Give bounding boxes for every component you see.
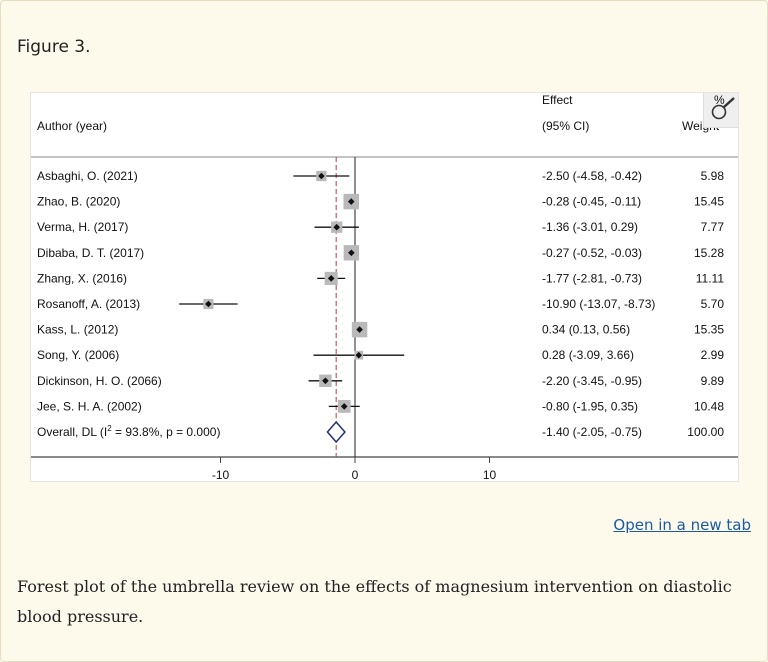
study-point-0 bbox=[318, 172, 325, 180]
study-ci-label-9: -0.80 (-1.95, 0.35) bbox=[542, 399, 638, 413]
x-tick-label-0: -10 bbox=[212, 468, 230, 481]
study-ci-label-3: -0.27 (-0.52, -0.03) bbox=[542, 246, 642, 260]
study-point-3 bbox=[348, 249, 355, 257]
study-point-7 bbox=[355, 351, 363, 359]
overall-weight-label: 100.00 bbox=[687, 425, 724, 439]
header-effect: Effect bbox=[542, 93, 573, 107]
open-in-new-tab-link[interactable]: Open in a new tab bbox=[613, 516, 751, 534]
study-point-9 bbox=[340, 403, 348, 410]
overall-label: Overall, DL (I2 = 93.8%, p = 0.000) bbox=[37, 424, 220, 439]
overall-label-superscript: 2 bbox=[107, 424, 112, 433]
study-ci-label-6: 0.34 (0.13, 0.56) bbox=[542, 323, 630, 337]
study-author-2: Verma, H. (2017) bbox=[37, 220, 128, 234]
x-tick-label-1: 0 bbox=[352, 468, 359, 481]
figure-caption: Forest plot of the umbrella review on th… bbox=[17, 577, 732, 626]
study-weight-label-6: 15.35 bbox=[694, 323, 724, 337]
study-ci-label-8: -2.20 (-3.45, -0.95) bbox=[542, 374, 642, 388]
magnify-icon[interactable]: % bbox=[703, 93, 738, 128]
study-author-7: Song, Y. (2006) bbox=[37, 348, 119, 362]
study-weight-label-3: 15.28 bbox=[694, 246, 724, 260]
overall-diamond bbox=[326, 420, 346, 444]
study-author-0: Asbaghi, O. (2021) bbox=[37, 169, 138, 183]
study-weight-label-9: 10.48 bbox=[694, 399, 724, 413]
study-point-2 bbox=[333, 223, 341, 231]
study-weight-label-1: 15.45 bbox=[694, 195, 724, 209]
study-ci-label-2: -1.36 (-3.01, 0.29) bbox=[542, 220, 638, 234]
forest-plot-panel: Author (year) Effect (95% CI) Weight -10 0 10 A… bbox=[30, 92, 739, 482]
study-ci-label-4: -1.77 (-2.81, -0.73) bbox=[542, 271, 642, 285]
x-tick-label-2: 10 bbox=[483, 468, 497, 481]
study-point-6 bbox=[356, 326, 363, 333]
study-weight-label-4: 11.11 bbox=[696, 271, 725, 285]
study-ci-label-1: -0.28 (-0.45, -0.11) bbox=[542, 195, 641, 209]
overall-ci-label: -1.40 (-2.05, -0.75) bbox=[542, 425, 642, 439]
study-weight-label-5: 5.70 bbox=[701, 297, 725, 311]
forest-plot: Author (year)Effect(95% CI) Weight-10 0 10A… bbox=[31, 93, 738, 481]
study-point-1 bbox=[347, 198, 355, 205]
header-ci: (95% CI) bbox=[542, 119, 589, 133]
study-author-5: Rosanoff, A. (2013) bbox=[37, 297, 140, 311]
study-author-1: Zhao, B. (2020) bbox=[37, 195, 120, 209]
study-author-3: Dibaba, D. T. (2017) bbox=[37, 246, 144, 260]
figure-title: Figure 3. bbox=[17, 37, 91, 57]
study-weight-label-2: 7.77 bbox=[701, 220, 725, 234]
study-point-8 bbox=[322, 377, 329, 385]
study-author-9: Jee, S. H. A. (2002) bbox=[37, 399, 142, 413]
magnify-glyph: % bbox=[714, 93, 725, 107]
overall-label-suffix: = 93.8%, p = 0.000) bbox=[112, 425, 221, 439]
study-weight-label-7: 2.99 bbox=[701, 348, 725, 362]
study-author-8: Dickinson, H. O. (2066) bbox=[37, 374, 162, 388]
study-author-4: Zhang, X. (2016) bbox=[37, 271, 127, 285]
header-author: Author (year) bbox=[37, 119, 107, 133]
study-ci-label-5: -10.90 (-13.07, -8.73) bbox=[542, 297, 655, 311]
study-weight-label-0: 5.98 bbox=[701, 169, 725, 183]
study-ci-label-7: 0.28 (-3.09, 3.66) bbox=[542, 348, 634, 362]
study-author-6: Kass, L. (2012) bbox=[37, 323, 118, 337]
study-point-5 bbox=[205, 300, 212, 308]
magnifier-glass-icon bbox=[711, 97, 735, 120]
overall-label-prefix: Overall, DL (I bbox=[37, 425, 107, 439]
study-weight-label-8: 9.89 bbox=[701, 374, 725, 388]
study-ci-label-0: -2.50 (-4.58, -0.42) bbox=[542, 169, 642, 183]
study-point-4 bbox=[327, 275, 335, 282]
